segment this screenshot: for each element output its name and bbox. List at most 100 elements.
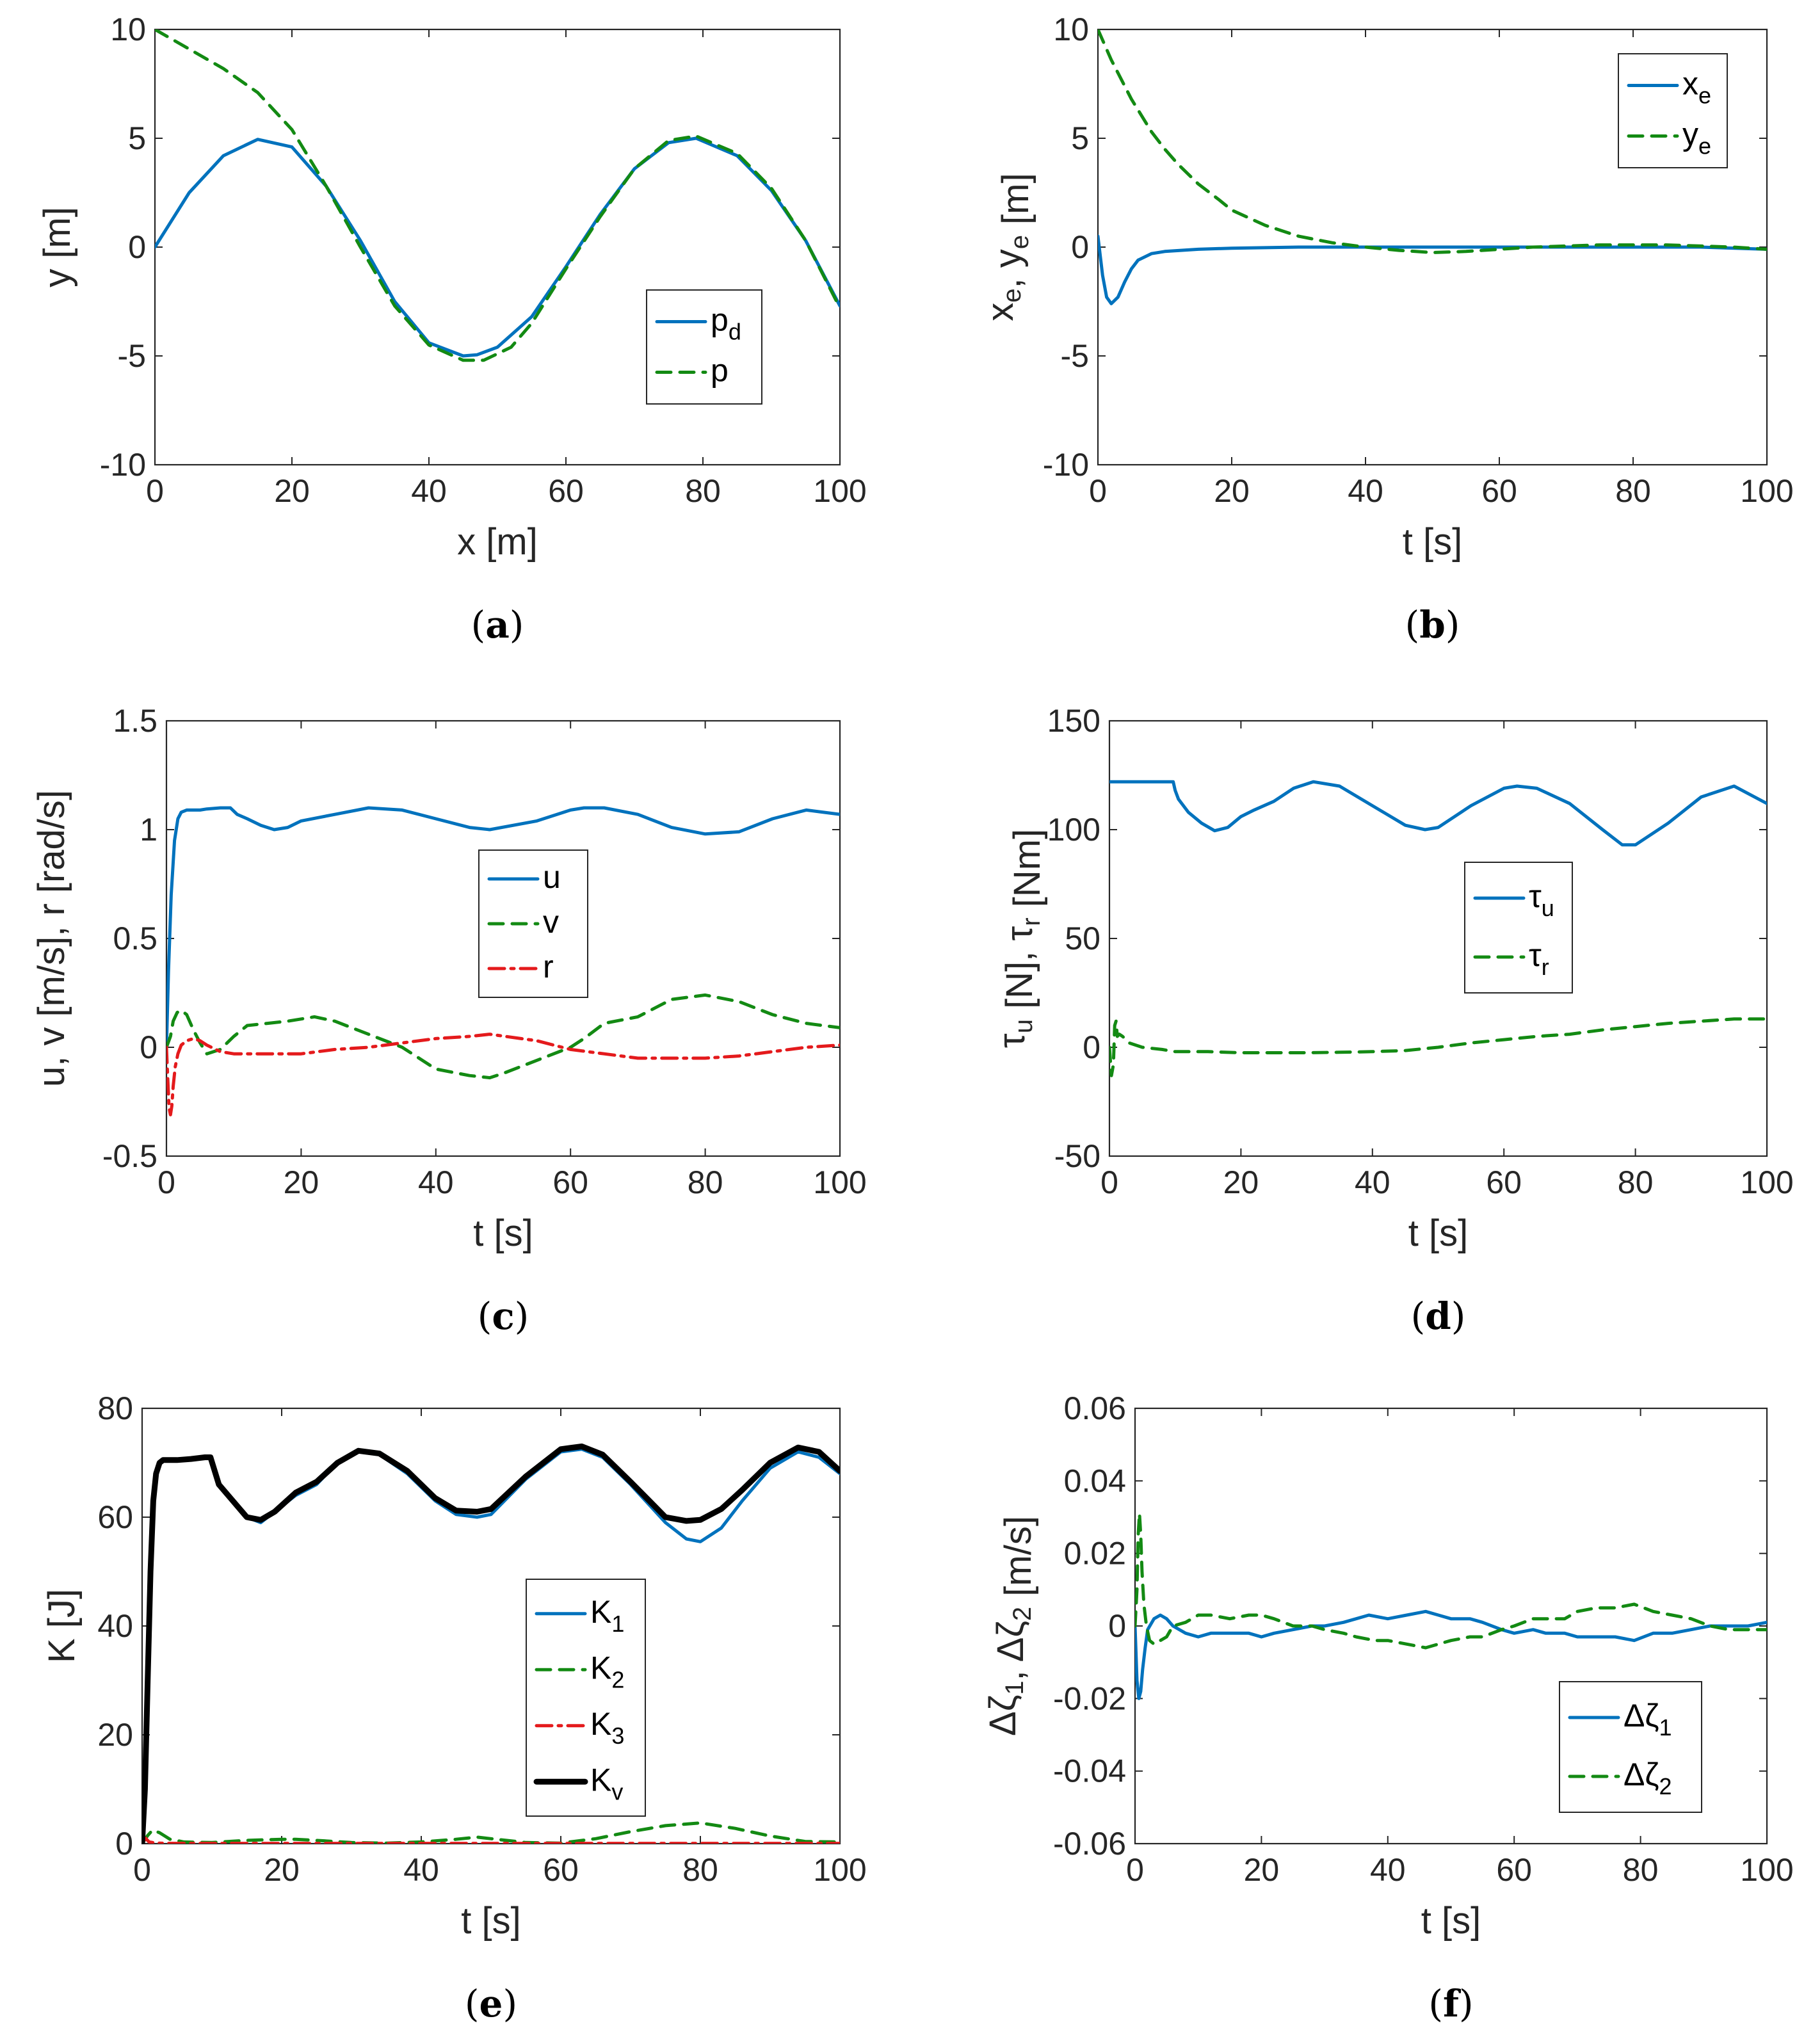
x-axis-label: t [s] [473, 1212, 533, 1254]
series-line-r-2 [166, 1033, 840, 1116]
y-tick-label: 10 [1053, 12, 1089, 47]
y-tick-label: -50 [1054, 1138, 1100, 1174]
legend: uvr [478, 849, 588, 998]
y-tick-label: 50 [1065, 921, 1100, 956]
x-tick-label: 20 [1244, 1852, 1280, 1888]
legend: K1 K2 K3 Kv [526, 1579, 646, 1817]
x-tick-label: 0 [1126, 1852, 1144, 1888]
legend-label: K1 [590, 1594, 624, 1637]
panel-c: 0 20 40 60 80 100-0.500.511.5t [s]u, v [m/s],… [31, 703, 867, 1338]
x-tick-label: 100 [1740, 473, 1793, 509]
x-tick-label: 60 [1496, 1852, 1532, 1888]
y-tick-label: 5 [1071, 120, 1089, 156]
x-tick-label: 100 [813, 1852, 866, 1888]
axes-frame [141, 1407, 841, 1845]
legend-label: τu [1529, 878, 1554, 921]
panel-e: 0 20 40 60 80 100 0 20 40 60 80 t [s] K [J] (e) K1 K2 K3… [41, 1390, 867, 2025]
y-tick-label: 0 [1108, 1608, 1126, 1644]
panel-b: 0 20 40 60 80 100 -10 -5 0 5 10 t [s] xe, ye [m] (b) x… [979, 12, 1794, 647]
y-tick-label: 0.06 [1064, 1390, 1126, 1426]
x-tick-label: 100 [813, 473, 866, 509]
panel-f: 0 20 40 60 80 100 -0.06 -0.04 -0.02 0 0.02 0.04 0.06… [982, 1390, 1794, 2025]
legend: τu τr [1464, 862, 1573, 994]
series-group [1135, 1511, 1767, 1700]
series-line-p-1 [155, 29, 840, 362]
legend-label: K2 [590, 1650, 624, 1693]
y-tick-label: 1.5 [113, 703, 157, 739]
legend-box [526, 1579, 646, 1817]
y-tick-label: 40 [97, 1608, 133, 1644]
panel-caption: (e) [465, 1982, 517, 2025]
legend-label: ye [1682, 117, 1711, 159]
x-tick-label: 60 [1481, 473, 1517, 509]
panel-caption: (c) [478, 1294, 529, 1338]
y-tick-label: -5 [1061, 338, 1089, 374]
legend-label: u [543, 859, 561, 895]
series-line-ye-1 [1098, 29, 1767, 254]
x-tick-label: 60 [548, 473, 584, 509]
x-tick-label: 20 [1223, 1164, 1259, 1200]
series-line-K3-2 [142, 1837, 840, 1844]
y-tick-label: -5 [118, 338, 146, 374]
x-tick-label: 0 [1089, 473, 1107, 509]
legend-label: v [543, 904, 559, 940]
y-tick-label: 80 [97, 1390, 133, 1426]
axes-frame [1108, 720, 1768, 1157]
legend-label: pd [711, 302, 741, 345]
x-tick-label: 100 [1740, 1852, 1793, 1888]
x-axis-label: t [s] [1421, 1900, 1481, 1942]
series-line-1-0 [1135, 1609, 1767, 1700]
legend-label: Δζ1 [1624, 1698, 1672, 1741]
x-tick-label: 80 [688, 1164, 723, 1200]
y-tick-label: 0 [128, 229, 146, 265]
y-tick-label: 0 [1083, 1029, 1100, 1065]
legend-label: xe [1682, 66, 1711, 109]
y-axis-label: Δζ1, Δζ2 [m/s] [982, 1516, 1039, 1736]
series-group [166, 806, 840, 1116]
series-line-v-1 [166, 993, 840, 1080]
panel-caption: (f) [1428, 1982, 1473, 2025]
y-tick-label: -10 [1043, 447, 1089, 483]
caption-letter: d [1425, 1294, 1451, 1338]
panel-caption: (b) [1405, 603, 1460, 647]
y-tick-label: 1 [140, 812, 157, 848]
series-line-u-0 [1109, 780, 1767, 847]
y-tick-label: 0.5 [113, 921, 157, 956]
panel-caption: (d) [1411, 1294, 1466, 1338]
series-line-pd-0 [155, 136, 840, 358]
caption-letter: f [1443, 1982, 1462, 2025]
legend-box [1618, 53, 1728, 168]
legend-label: τr [1529, 937, 1549, 980]
x-tick-label: 40 [403, 1852, 439, 1888]
x-tick-label: 60 [1486, 1164, 1522, 1200]
y-tick-label: 0.04 [1064, 1463, 1126, 1499]
series-line-2-1 [1135, 1511, 1767, 1650]
x-tick-label: 40 [1370, 1852, 1406, 1888]
x-axis-label: t [s] [1408, 1212, 1468, 1254]
legend-box [1464, 862, 1573, 994]
panel-caption: (a) [471, 603, 524, 647]
legend: pd p [646, 289, 762, 405]
x-tick-label: 60 [552, 1164, 588, 1200]
x-axis-label: t [s] [461, 1900, 520, 1942]
series-group [1109, 780, 1767, 1077]
y-tick-label: -0.5 [102, 1138, 157, 1174]
x-tick-label: 80 [1615, 473, 1651, 509]
y-axis-label: xe, ye [m] [979, 173, 1036, 321]
y-tick-label: -0.06 [1053, 1826, 1126, 1862]
y-tick-label: 0 [115, 1826, 133, 1862]
x-tick-label: 40 [1348, 473, 1383, 509]
y-axis-label: τu [N], τr [Nm] [991, 829, 1048, 1048]
x-tick-label: 20 [274, 473, 310, 509]
x-tick-label: 0 [157, 1164, 175, 1200]
y-axis-label: y [m] [36, 207, 78, 287]
legend-label: K3 [590, 1706, 624, 1749]
y-tick-label: 10 [110, 12, 146, 47]
x-tick-label: 100 [1740, 1164, 1793, 1200]
x-tick-label: 0 [146, 473, 164, 509]
legend-label: Kv [590, 1762, 623, 1805]
x-tick-label: 80 [685, 473, 721, 509]
series-line-Kv-3 [142, 1444, 840, 1844]
